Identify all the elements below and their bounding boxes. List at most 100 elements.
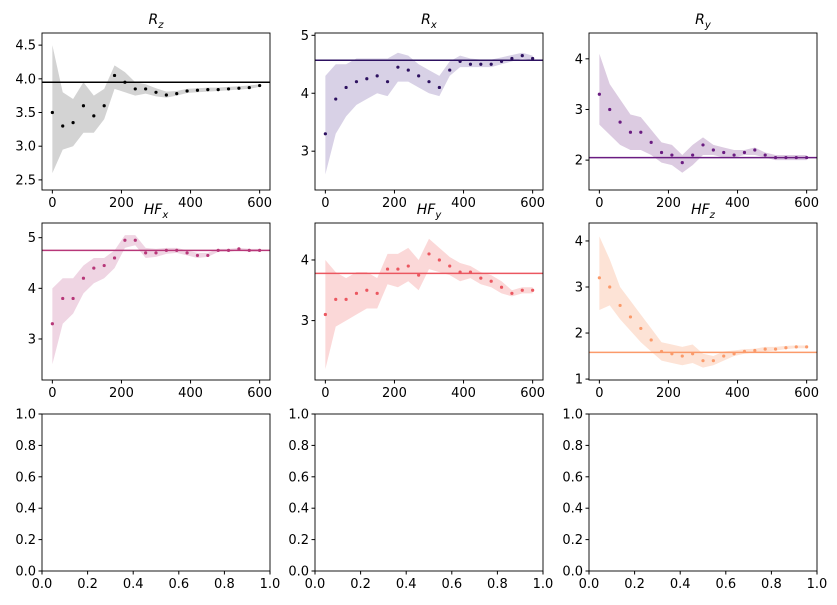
data-point	[794, 155, 798, 160]
data-point	[531, 288, 535, 292]
data-point	[92, 266, 96, 270]
y-tick-label: 2	[575, 154, 583, 169]
y-tick-label: 0.4	[562, 502, 583, 517]
data-point	[427, 252, 431, 256]
x-tick-label: 400	[451, 386, 476, 401]
chart-title: HFx	[144, 202, 169, 221]
y-tick-label: 4.0	[15, 72, 36, 87]
data-point	[649, 338, 653, 342]
plot-area	[589, 53, 817, 173]
chart-title: HFy	[417, 202, 443, 221]
y-tick-label: 0.8	[288, 439, 309, 454]
x-tick-label: 200	[382, 386, 407, 401]
y-tick-label: 3	[301, 145, 309, 160]
y-tick-label: 3	[575, 103, 583, 118]
data-point	[375, 74, 379, 78]
y-tick-label: 0.2	[562, 533, 583, 548]
data-point	[784, 155, 788, 160]
data-point	[437, 258, 441, 262]
x-tick-label: 400	[451, 196, 476, 211]
y-tick-label: 0.4	[288, 502, 309, 517]
data-point	[258, 248, 262, 252]
data-point	[701, 143, 705, 147]
data-point	[226, 248, 231, 252]
subplot: Rx 0 200 400 600 3 4 5	[301, 12, 545, 211]
title-subscript: x	[430, 20, 437, 31]
x-tick-label: 200	[382, 196, 407, 211]
data-point	[133, 87, 137, 91]
data-point	[385, 267, 390, 271]
data-point	[670, 352, 674, 356]
data-point	[732, 352, 736, 356]
y-tick-label: 1.0	[562, 408, 583, 423]
x-tick-label: 0.6	[441, 577, 462, 592]
title-main: HF	[144, 202, 164, 218]
data-point	[247, 85, 251, 90]
confidence-band	[325, 52, 533, 175]
data-point	[458, 270, 462, 274]
data-point	[354, 291, 359, 295]
y-tick-label: 2.5	[15, 173, 36, 188]
data-point	[794, 345, 798, 349]
x-tick-label: 0.2	[624, 577, 645, 592]
chart-title: HFz	[691, 202, 716, 221]
data-point	[195, 88, 200, 92]
y-tick-label: 1.0	[288, 408, 309, 423]
data-point	[448, 68, 452, 72]
x-tick-label: 600	[794, 386, 819, 401]
title-main: HF	[691, 202, 711, 218]
confidence-band	[325, 238, 533, 370]
data-point	[628, 130, 633, 134]
x-tick-label: 1.0	[260, 577, 281, 592]
data-point	[417, 74, 421, 78]
data-point	[216, 88, 220, 92]
data-point	[144, 87, 148, 91]
plot-area	[42, 235, 270, 365]
data-point	[639, 130, 643, 134]
x-tick-label: 0	[595, 386, 603, 401]
x-tick-label: 0	[48, 386, 56, 401]
data-point	[618, 303, 622, 308]
y-tick-label: 3	[575, 280, 583, 295]
confidence-band	[599, 236, 807, 368]
title-subscript: x	[161, 210, 168, 221]
x-tick-label: 400	[178, 386, 203, 401]
data-point	[784, 346, 788, 350]
axes-frame	[41, 32, 271, 191]
data-point	[437, 85, 441, 90]
subplot: 0.0 0.2 0.4 0.6 0.8 1.0 0.0 0.2 0.4 0.6 0.8 1.0	[288, 408, 553, 593]
y-tick-label: 4	[575, 234, 583, 249]
x-tick-label: 1.0	[807, 577, 828, 592]
data-point	[102, 263, 106, 268]
title-main: R	[695, 12, 705, 28]
y-tick-label: 3.5	[15, 106, 36, 121]
subplot: Rz 0 200 400 600 2.5 3.0 3.5 4.0 4.5	[15, 12, 272, 211]
x-tick-label: 400	[178, 196, 203, 211]
data-point	[81, 104, 86, 108]
plot-area	[42, 45, 270, 174]
data-point	[102, 104, 106, 108]
data-point	[659, 150, 664, 155]
x-tick-label: 0	[48, 196, 56, 211]
data-point	[427, 80, 431, 84]
y-tick-label: 1	[575, 373, 583, 388]
data-point	[323, 312, 327, 317]
confidence-band	[52, 45, 260, 174]
plot-area	[589, 236, 817, 368]
data-point	[510, 291, 514, 295]
chart-title: Rx	[421, 12, 437, 31]
x-tick-label: 0.2	[350, 577, 371, 592]
data-point	[805, 155, 809, 160]
data-point	[92, 114, 96, 118]
x-tick-label: 200	[656, 386, 681, 401]
data-point	[479, 62, 483, 66]
x-tick-label: 0.8	[487, 577, 508, 592]
data-point	[71, 121, 75, 125]
x-tick-label: 0.6	[168, 577, 189, 592]
data-point	[732, 153, 736, 157]
data-point	[805, 345, 809, 349]
data-point	[691, 352, 695, 356]
x-tick-label: 1.0	[533, 577, 554, 592]
title-main: R	[149, 12, 159, 28]
axes-frame	[41, 222, 271, 381]
